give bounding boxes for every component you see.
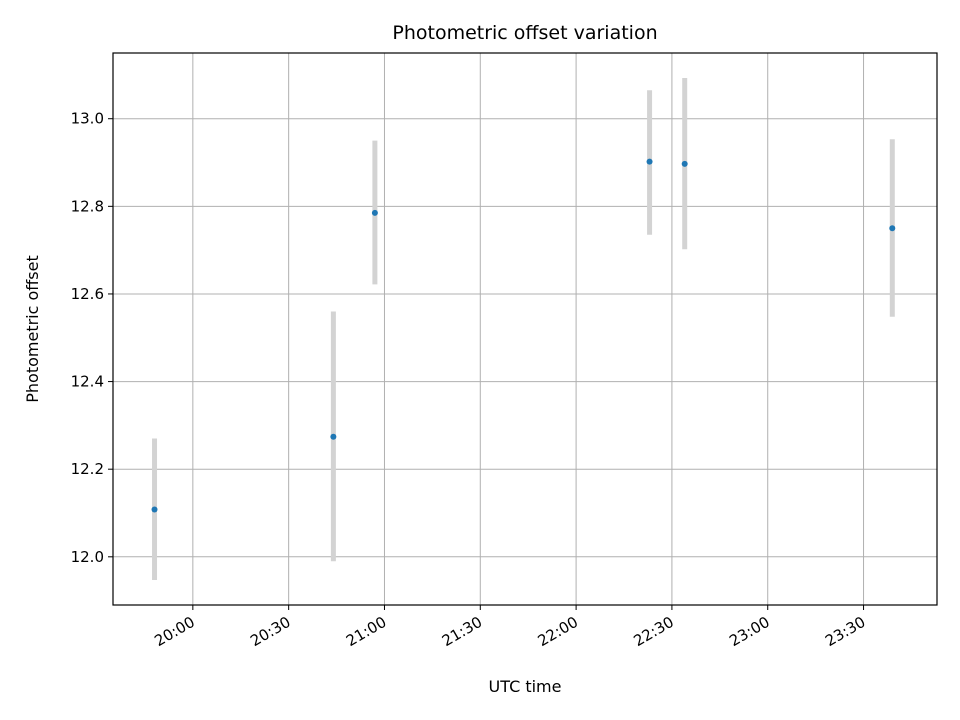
plot-frame [112, 52, 938, 606]
x-axis-label: UTC time [489, 677, 562, 696]
y-tick-label: 12.2 [71, 460, 104, 478]
x-gridlines [192, 53, 865, 605]
y-tick-label: 12.6 [71, 285, 104, 303]
data-point [889, 225, 896, 232]
x-axis-ticks: 20:00 20:30 21:00 21:30 22:00 22:30 23:00 23:30 [151, 605, 869, 650]
y-axis-label: Photometric offset [23, 255, 42, 403]
data-point [681, 160, 688, 167]
data-point [371, 209, 378, 216]
x-tick-label: 22:00 [535, 613, 581, 650]
data-point [330, 433, 337, 440]
plot-area [113, 53, 937, 605]
y-tick-label: 12.4 [71, 373, 104, 391]
x-tick-label: 20:00 [151, 613, 197, 650]
data-point [646, 158, 653, 165]
x-tick-label: 21:30 [439, 613, 485, 650]
y-tick-label: 12.0 [71, 548, 104, 566]
y-tick-label: 12.8 [71, 197, 104, 215]
y-tick-label: 13.0 [71, 110, 104, 128]
x-tick-label: 23:00 [726, 613, 772, 650]
x-tick-label: 23:30 [822, 613, 868, 650]
x-tick-label: 21:00 [343, 613, 389, 650]
y-gridlines [113, 118, 937, 558]
x-tick-label: 22:30 [630, 613, 676, 650]
y-axis-ticks: 12.0 12.2 12.4 12.6 12.8 13.0 [71, 110, 113, 566]
data-point [151, 506, 158, 513]
data-points [151, 158, 896, 513]
x-tick-label: 20:30 [247, 613, 293, 650]
chart-title: Photometric offset variation [392, 22, 657, 44]
